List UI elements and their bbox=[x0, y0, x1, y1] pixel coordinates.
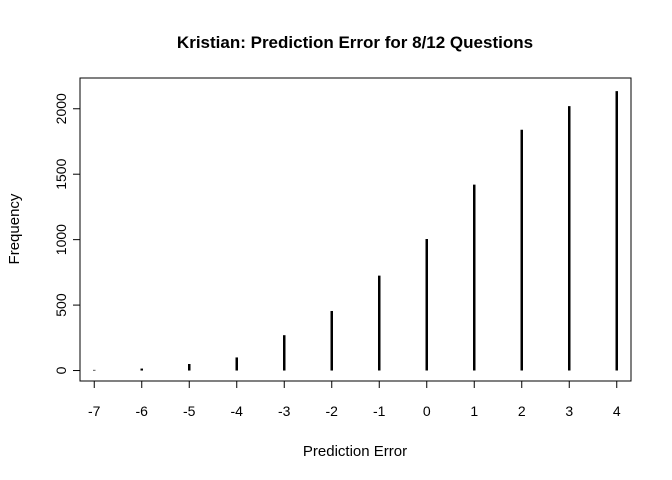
y-tick-label: 500 bbox=[53, 293, 69, 317]
data-bars bbox=[93, 91, 618, 371]
x-tick-label: -2 bbox=[326, 403, 339, 419]
y-tick-label: 2000 bbox=[53, 93, 69, 124]
y-axis-label: Frequency bbox=[6, 193, 23, 264]
x-tick-label: -4 bbox=[231, 403, 244, 419]
y-tick-label: 1500 bbox=[53, 158, 69, 189]
x-tick-label: -5 bbox=[183, 403, 196, 419]
x-tick-label: 0 bbox=[423, 403, 431, 419]
x-tick-label: -7 bbox=[88, 403, 101, 419]
x-tick-label: -6 bbox=[136, 403, 149, 419]
y-axis: 0 500 1000 1500 2000 bbox=[53, 93, 81, 374]
x-tick-label: 1 bbox=[470, 403, 478, 419]
x-tick-label: 3 bbox=[565, 403, 573, 419]
x-tick-label: -1 bbox=[373, 403, 386, 419]
y-tick-label: 0 bbox=[53, 366, 69, 374]
x-tick-label: 2 bbox=[518, 403, 526, 419]
x-axis-label: Prediction Error bbox=[303, 443, 407, 460]
plot-frame bbox=[79, 77, 632, 382]
x-axis: -7 -6 -5 -4 -3 -2 -1 0 1 2 3 4 bbox=[88, 380, 621, 419]
x-tick-label: 4 bbox=[613, 403, 621, 419]
y-tick-label: 1000 bbox=[53, 224, 69, 255]
chart-title: Kristian: Prediction Error for 8/12 Ques… bbox=[177, 33, 533, 52]
x-tick-label: -3 bbox=[278, 403, 291, 419]
